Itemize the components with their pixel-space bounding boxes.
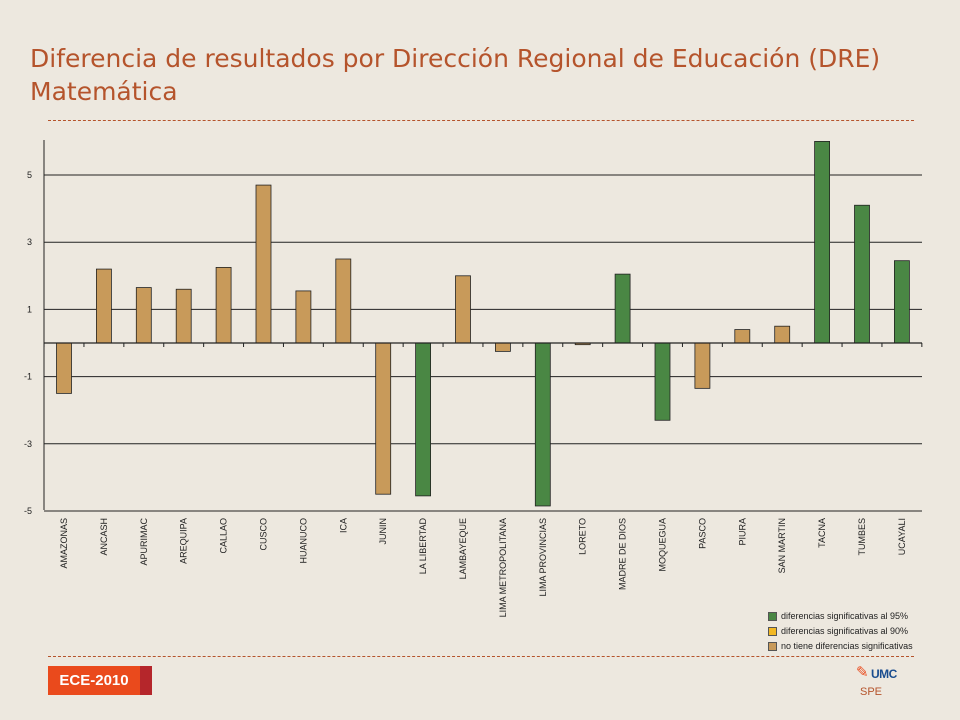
x-tick-label: UCAYALI bbox=[897, 518, 907, 555]
legend-label: diferencias significativas al 95% bbox=[781, 611, 909, 621]
legend-swatch bbox=[768, 627, 777, 636]
umc-logo-mark-icon: ✎ bbox=[856, 664, 869, 681]
bar bbox=[894, 260, 910, 344]
y-tick-label: -3 bbox=[24, 439, 32, 449]
x-tick-label: AMAZONAS bbox=[59, 518, 69, 569]
ece-badge: ECE-2010 bbox=[48, 666, 152, 695]
x-tick-label: LIMA PROVINCIAS bbox=[538, 518, 548, 597]
bar bbox=[135, 287, 152, 344]
x-tick-label: PASCO bbox=[697, 518, 707, 549]
x-tick-label: TUMBES bbox=[857, 518, 867, 556]
bar bbox=[734, 329, 751, 344]
bottom-divider bbox=[48, 656, 914, 657]
axes bbox=[43, 140, 923, 510]
bar bbox=[614, 273, 631, 344]
bar bbox=[295, 290, 312, 344]
x-tick-label: SAN MARTIN bbox=[777, 518, 787, 573]
y-tick-label: 1 bbox=[27, 304, 32, 314]
bar-chart: 5 3 1 -1 -3 -5 AMAZONAS ANCASH APURIMAC AREQUIPA… bbox=[24, 140, 923, 618]
ece-badge-stripe bbox=[140, 666, 152, 695]
legend-swatch bbox=[768, 642, 777, 651]
bar bbox=[814, 140, 830, 344]
bar bbox=[774, 325, 791, 344]
bar bbox=[854, 204, 870, 344]
bar bbox=[534, 342, 551, 507]
y-tick-label: 3 bbox=[27, 237, 32, 247]
x-tick-label: LA LIBERTAD bbox=[418, 518, 428, 575]
umc-logo-text: UMC bbox=[871, 667, 897, 681]
x-tick-label: AREQUIPA bbox=[179, 518, 189, 564]
x-tick-label: CALLAO bbox=[219, 518, 229, 554]
y-tick-label: -5 bbox=[24, 506, 32, 516]
legend-label: diferencias significativas al 90% bbox=[781, 626, 909, 636]
bar bbox=[215, 266, 232, 344]
top-divider bbox=[48, 120, 914, 121]
ece-badge-label: ECE-2010 bbox=[59, 672, 129, 689]
bar bbox=[56, 342, 72, 394]
x-tick-label: PIURA bbox=[737, 518, 747, 546]
x-tick-label: LORETO bbox=[578, 518, 588, 555]
legend-swatch bbox=[768, 612, 777, 621]
x-tick-labels: AMAZONAS ANCASH APURIMAC AREQUIPA CALLAO CUSC… bbox=[59, 518, 907, 618]
bar bbox=[96, 268, 112, 344]
bar bbox=[494, 342, 511, 352]
y-tick-label: 5 bbox=[27, 170, 32, 180]
y-tick-label: -1 bbox=[24, 372, 32, 382]
bar bbox=[654, 342, 671, 421]
bar bbox=[335, 258, 352, 344]
bar bbox=[255, 184, 272, 344]
x-tick-label: ANCASH bbox=[99, 518, 109, 556]
y-tick-labels: 5 3 1 -1 -3 -5 bbox=[24, 170, 32, 516]
x-tick-label: LAMBAYEQUE bbox=[458, 518, 468, 579]
bar bbox=[175, 288, 192, 344]
spe-label: SPE bbox=[860, 686, 883, 698]
x-tick-label: LIMA METROPOLITANA bbox=[498, 518, 508, 617]
bar bbox=[455, 275, 471, 344]
x-tick-label: TACNA bbox=[817, 518, 827, 548]
x-tick-label: APURIMAC bbox=[139, 518, 149, 566]
x-tick-label: ICA bbox=[338, 518, 348, 533]
bar bbox=[694, 342, 711, 389]
bar bbox=[415, 342, 432, 497]
x-tick-label: MADRE DE DIOS bbox=[618, 518, 628, 590]
bars bbox=[56, 140, 910, 507]
bar bbox=[375, 342, 392, 495]
x-tick-label: HUANUCO bbox=[298, 518, 308, 564]
x-tick-label: JUNIN bbox=[378, 518, 388, 545]
legend-label: no tiene diferencias significativas bbox=[781, 641, 913, 651]
chart-title: Diferencia de resultados por Dirección R… bbox=[30, 44, 881, 106]
x-tick-label: MOQUEGUA bbox=[658, 518, 668, 572]
umc-logo: ✎ UMC bbox=[856, 664, 898, 684]
x-tick-label: CUSCO bbox=[259, 518, 269, 551]
